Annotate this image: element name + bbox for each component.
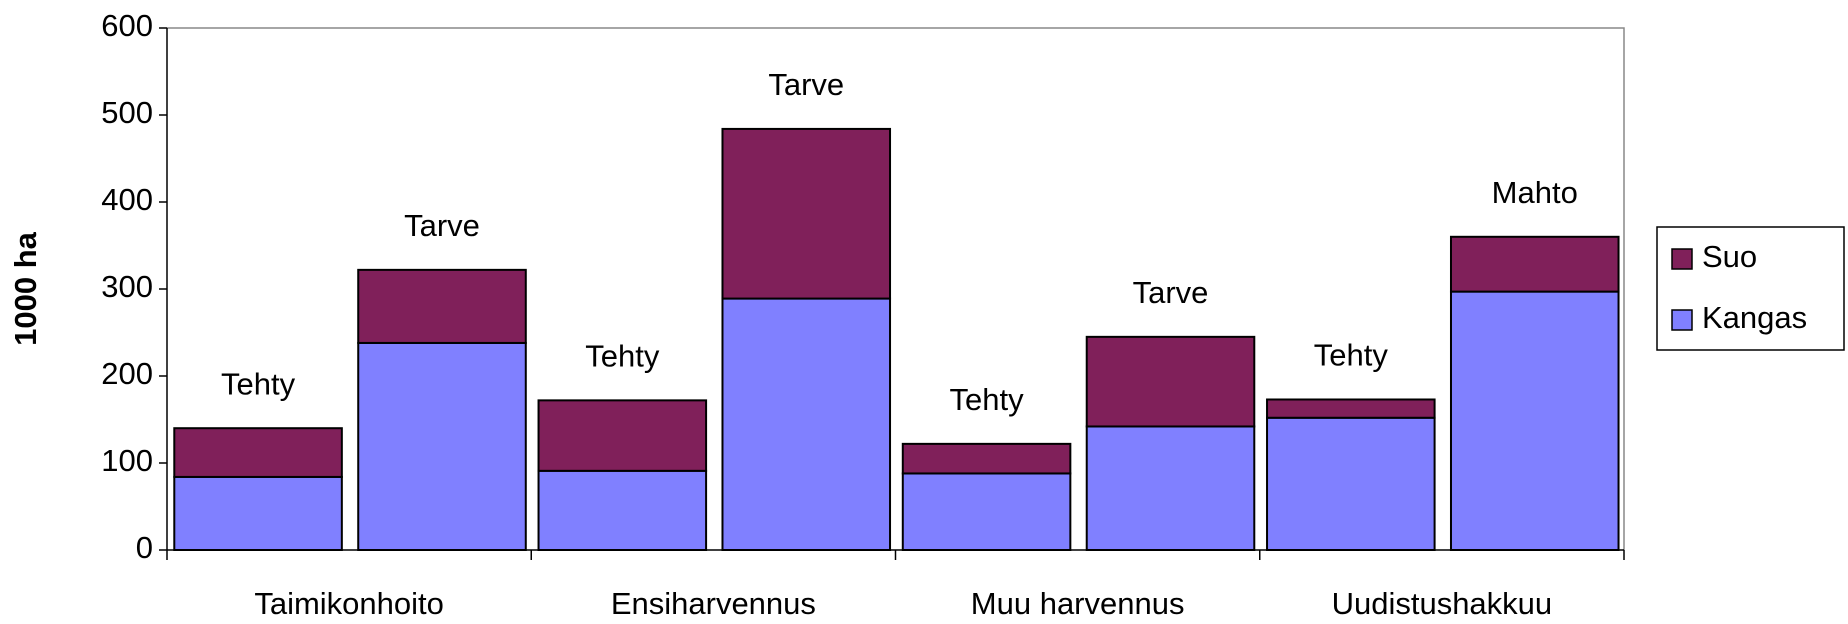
bar-segment	[721, 297, 892, 551]
bar-segment	[173, 475, 343, 552]
bar-segment	[1266, 416, 1436, 552]
bar-segment	[901, 442, 1072, 475]
bar-label: Tehty	[1314, 338, 1389, 373]
y-tick-label: 200	[101, 356, 153, 391]
legend-label: Kangas	[1702, 300, 1807, 335]
x-tick-label: Ensiharvennus	[611, 586, 816, 621]
plot-frame	[167, 27, 1625, 550]
y-tick-label: 0	[136, 530, 153, 565]
bar-label: Tehty	[950, 382, 1025, 417]
bar-segment	[901, 472, 1072, 551]
bar-segment	[1085, 335, 1256, 428]
bar-label: Tarve	[1133, 275, 1209, 310]
x-tick-label: Taimikonhoito	[254, 586, 444, 621]
bar-segment	[357, 341, 527, 551]
bar-label: Tehty	[585, 339, 660, 374]
legend-swatch	[1671, 248, 1693, 270]
legend-swatch	[1671, 309, 1693, 331]
bar-segment	[537, 469, 708, 551]
bar-label: Tarve	[768, 67, 844, 102]
x-tick-label: Uudistushakkuu	[1332, 586, 1553, 621]
bar-segment	[173, 427, 343, 478]
bar-segment	[1449, 290, 1620, 551]
y-tick-label: 100	[101, 443, 153, 478]
bar-label: Tehty	[221, 366, 296, 401]
bar-segment	[1085, 425, 1256, 551]
x-tick-label: Muu harvennus	[971, 586, 1185, 621]
y-tick-label: 400	[101, 182, 153, 217]
bar-segment	[1266, 398, 1436, 419]
y-tick-label: 600	[101, 8, 153, 43]
legend-label: Suo	[1702, 239, 1757, 274]
bar-segment	[721, 127, 892, 300]
y-tick-label: 300	[101, 269, 153, 304]
y-axis-label: 1000 ha	[8, 231, 43, 346]
bar-segment	[357, 268, 527, 344]
bar-segment	[1449, 235, 1620, 293]
bar-label: Mahto	[1492, 175, 1578, 210]
y-tick-label: 500	[101, 95, 153, 130]
bar-segment	[537, 399, 708, 472]
bar-label: Tarve	[404, 208, 480, 243]
